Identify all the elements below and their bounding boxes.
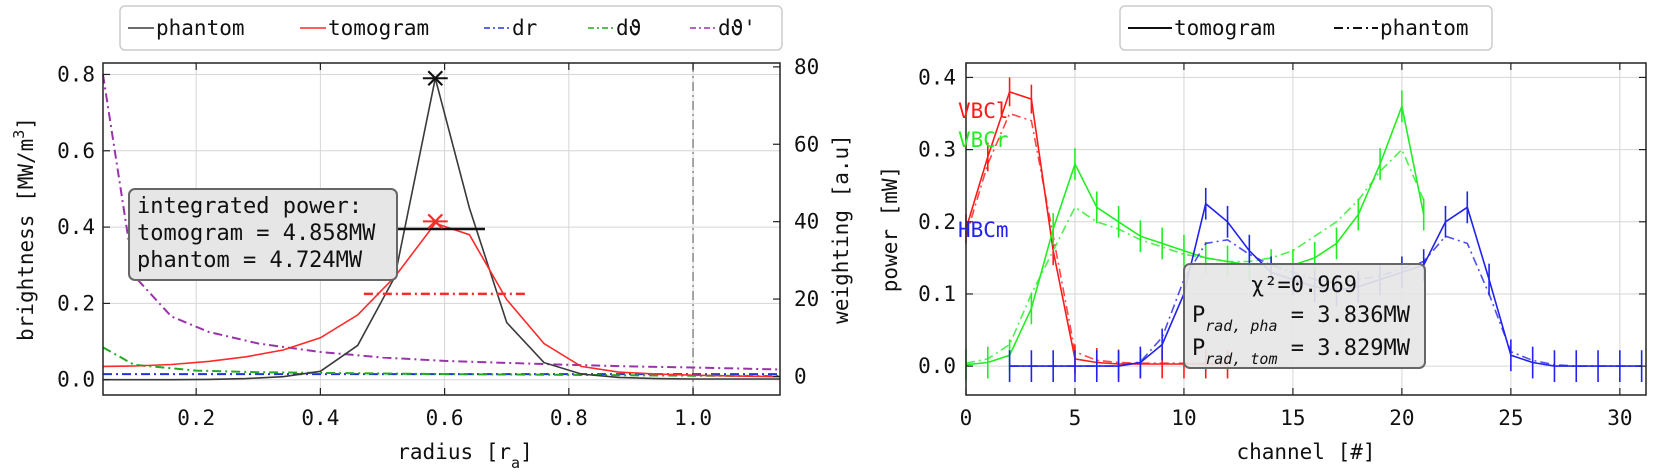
annotation-prad-tom: Prad, tom = 3.829MW — [1192, 336, 1411, 368]
left-y2-tick-label: 40 — [794, 210, 819, 234]
left-plot-frame — [102, 62, 781, 396]
right-series-vbcr-tomogram — [965, 103, 1425, 366]
left-y-tick-label: 0.8 — [57, 62, 95, 86]
annotation-chi-squared: χ²=0.969 — [1251, 273, 1357, 298]
right-x-tick-label: 0 — [960, 406, 973, 430]
legend-dtheta-prime-label: dϑ' — [718, 16, 756, 40]
right-plot-frame — [965, 62, 1647, 396]
legend-right-phantom-label: phantom — [1380, 16, 1469, 40]
right-x-tick-label: 5 — [1069, 406, 1082, 430]
left-peak-marker — [427, 213, 444, 230]
right-x-axis-label: channel [#] — [1236, 440, 1375, 464]
left-y2-tick-label: 0 — [794, 364, 807, 388]
left-chart: 0.2 0.4 0.6 0.8 1.00.00.20.40.60.8020406080 … — [10, 5, 853, 472]
right-x-tick-label: 30 — [1607, 406, 1632, 430]
right-x-tick-label: 20 — [1389, 406, 1414, 430]
right-annotation-frame — [1183, 263, 1426, 369]
left-y2-axis-label: weighting [a.u] — [829, 134, 853, 324]
right-ticks: 0 5 10 15 20 25 30 0.0 0.1 0.2 0.3 0.4 — [918, 63, 1646, 430]
left-y-tick-label: 0.6 — [57, 139, 95, 163]
right-legend-frame — [1119, 5, 1493, 51]
left-legend: phantom tomogram dr dϑ dϑ' — [119, 5, 783, 51]
legend-tomogram-label: tomogram — [328, 16, 429, 40]
left-ticks: 0.2 0.4 0.6 0.8 1.0 0.0 0.2 0.4 0.6 0.8 0 20 40 60 80 — [57, 55, 819, 430]
right-x-tick-label: 10 — [1171, 406, 1196, 430]
left-annotation-frame — [128, 188, 398, 281]
right-x-tick-label: 25 — [1498, 406, 1523, 430]
left-series-d-prime — [102, 74, 781, 371]
group-label-hbcm: HBCm — [958, 218, 1009, 242]
right-legend: tomogram phantom — [1119, 5, 1493, 51]
right-x-tick-label: 15 — [1280, 406, 1305, 430]
annotation-tomogram: tomogram = 4.858MW — [137, 221, 376, 246]
left-annotation-box: integrated power: tomogram = 4.858MW pha… — [128, 188, 398, 281]
left-legend-frame — [119, 5, 783, 51]
legend-right-tomogram-label: tomogram — [1174, 16, 1275, 40]
legend-dtheta-label: dϑ — [616, 16, 641, 40]
right-chart: 0 5 10 15 20 25 30 0.0 0.1 0.2 0.3 0.4 VBCl VBCr HB… — [878, 5, 1647, 464]
right-y-axis-label: power [mW] — [878, 166, 902, 292]
left-y2-tick-label: 20 — [794, 287, 819, 311]
group-label-vbcl: VBCl — [958, 99, 1009, 123]
right-series-vbcr-phantom — [965, 148, 1425, 364]
left-y-tick-label: 0.0 — [57, 368, 95, 392]
left-x-tick-label: 0.6 — [426, 406, 464, 430]
left-peak-marker — [427, 70, 444, 87]
left-y-tick-label: 0.4 — [57, 215, 95, 239]
left-x-axis-label: radius [ra] — [397, 440, 532, 472]
annotation-phantom: phantom = 4.724MW — [137, 248, 363, 273]
annotation-prad-pha: Prad, pha = 3.836MW — [1192, 303, 1411, 335]
group-label-vbcr: VBCr — [958, 128, 1009, 152]
annotation-title: integrated power: — [137, 194, 362, 219]
left-y2-tick-label: 60 — [794, 132, 819, 156]
left-y2-tick-label: 80 — [794, 55, 819, 79]
right-y-tick-label: 0.4 — [918, 65, 956, 89]
right-annotation-box: χ²=0.969 Prad, pha = 3.836MW Prad, tom =… — [1183, 263, 1426, 369]
left-series-tomogram — [102, 222, 781, 378]
legend-dr-label: dr — [512, 16, 537, 40]
right-series-hbcm-phantom — [1009, 235, 1642, 367]
right-y-tick-label: 0.2 — [918, 210, 956, 234]
legend-phantom-label: phantom — [156, 16, 245, 40]
left-x-tick-label: 0.4 — [301, 406, 339, 430]
right-y-tick-label: 0.3 — [918, 138, 956, 162]
left-x-tick-label: 0.2 — [177, 406, 215, 430]
left-y-axis-label: brightness [MW/m3] — [10, 117, 38, 341]
left-x-tick-label: 0.8 — [550, 406, 588, 430]
right-y-tick-label: 0.0 — [918, 354, 956, 378]
right-y-tick-label: 0.1 — [918, 282, 956, 306]
left-y-tick-label: 0.2 — [57, 291, 95, 315]
left-x-tick-label: 1.0 — [674, 406, 712, 430]
left-series-d — [102, 346, 781, 377]
left-markers-layer — [363, 70, 526, 296]
